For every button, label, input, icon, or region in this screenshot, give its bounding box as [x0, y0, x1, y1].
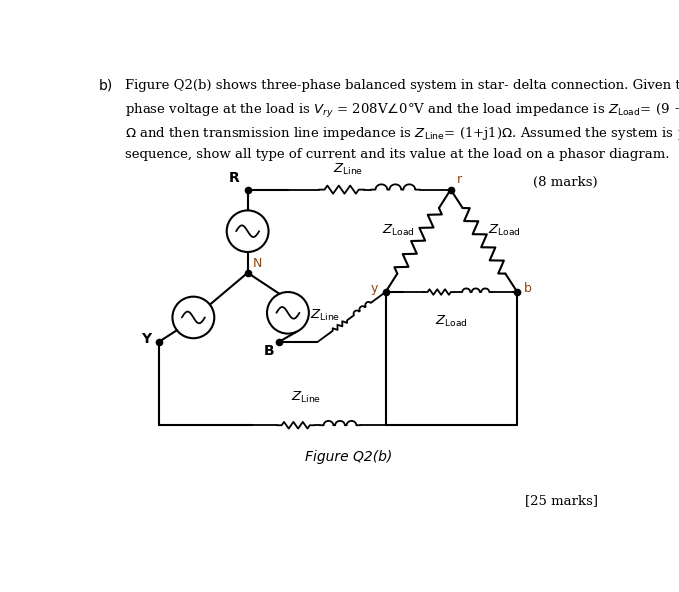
Text: $Z_{\rm Load}$: $Z_{\rm Load}$ — [435, 314, 468, 330]
Text: $\Omega$ and then transmission line impedance is $Z_{\rm Line}$= (1+j1)$\Omega$.: $\Omega$ and then transmission line impe… — [125, 125, 679, 142]
Text: B: B — [263, 343, 274, 358]
Text: r: r — [457, 173, 462, 186]
Text: sequence, show all type of current and its value at the load on a phasor diagram: sequence, show all type of current and i… — [125, 148, 669, 161]
Text: (8 marks): (8 marks) — [533, 176, 598, 189]
Text: phase voltage at the load is $V_{ry}$ = 208V$\angle$0°V and the load impedance i: phase voltage at the load is $V_{ry}$ = … — [125, 102, 679, 120]
Text: Figure Q2(b): Figure Q2(b) — [305, 450, 392, 464]
Text: b: b — [524, 282, 532, 295]
Text: Y: Y — [141, 332, 151, 346]
Text: $Z_{\rm Line}$: $Z_{\rm Line}$ — [333, 162, 363, 176]
Text: N: N — [253, 257, 262, 270]
Text: $Z_{\rm Line}$: $Z_{\rm Line}$ — [310, 308, 340, 323]
Text: $Z_{\rm Load}$: $Z_{\rm Load}$ — [382, 223, 415, 238]
Text: y: y — [371, 282, 378, 295]
Text: R: R — [229, 171, 240, 185]
Text: Figure Q2(b) shows three-phase balanced system in star- delta connection. Given : Figure Q2(b) shows three-phase balanced … — [125, 79, 679, 92]
Text: $Z_{\rm Load}$: $Z_{\rm Load}$ — [488, 223, 521, 238]
Text: $Z_{\rm Line}$: $Z_{\rm Line}$ — [291, 390, 321, 405]
Text: [25 marks]: [25 marks] — [525, 494, 598, 507]
Text: b): b) — [99, 79, 113, 93]
